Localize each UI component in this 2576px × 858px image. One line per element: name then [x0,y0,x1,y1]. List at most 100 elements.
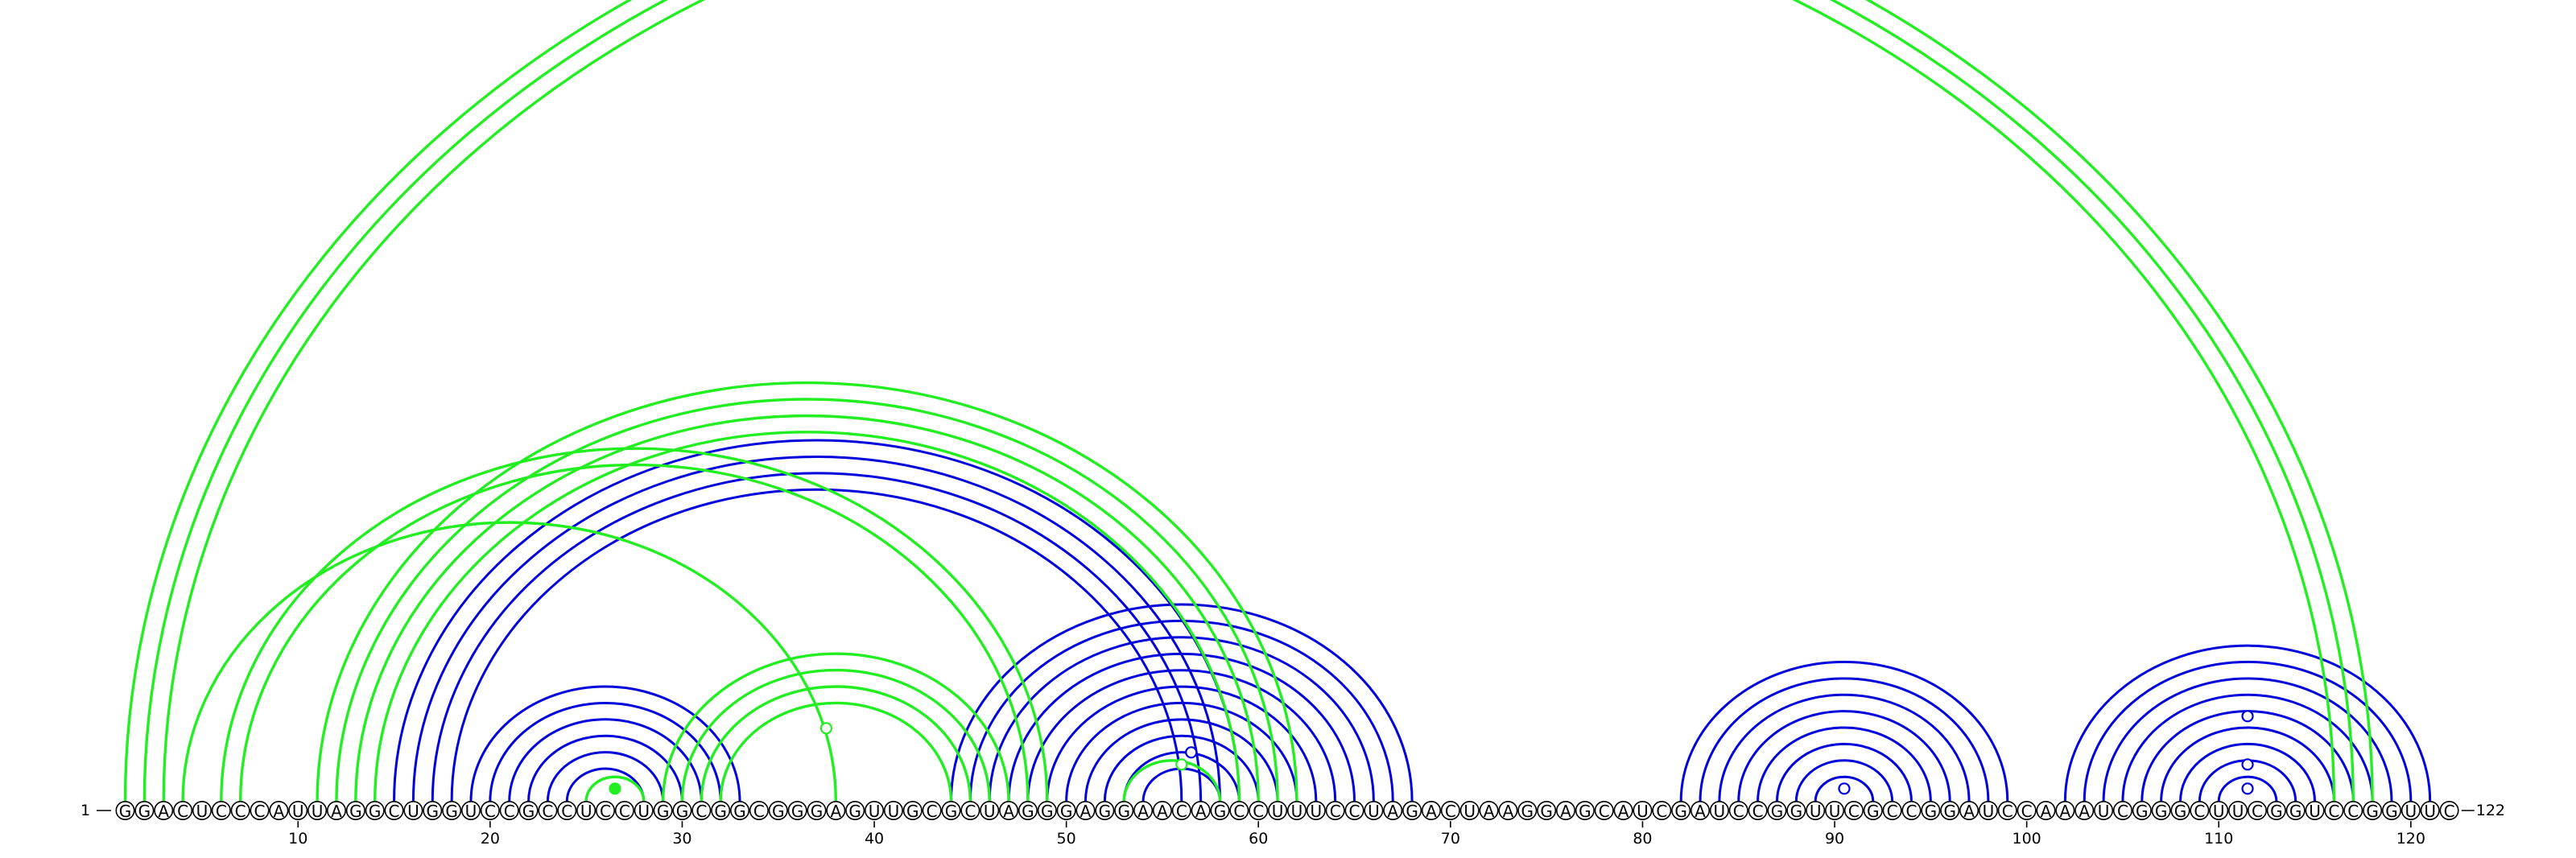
nucleotide-letter-43: C [927,802,938,821]
nucleotide-circle-2 [134,800,155,820]
nucleotide-44: G [941,800,961,821]
arc-blue-24-28 [565,767,646,802]
nucleotide-letter-47: A [1003,802,1014,821]
nucleotide-letter-93: C [1887,802,1898,821]
nucleotide-120: U [2401,800,2421,821]
nucleotide-93: C [1882,800,1902,821]
arc-green-1-118 [123,0,2374,802]
nucleotide-circle-83 [1690,800,1711,820]
nucleotide-letter-3: A [158,802,169,821]
arc-green-13-60 [354,414,1260,802]
nucleotide-letter-86: C [1752,802,1764,821]
nucleotide-15: C [384,800,404,821]
nucleotide-circle-74 [1517,800,1538,820]
nucleotide-letter-117: C [2347,802,2359,821]
arc-blue-22-30 [527,734,683,802]
nucleotide-letter-79: A [1618,802,1629,821]
nucleotide-circle-117 [2343,800,2363,820]
nucleotide-94: C [1901,800,1922,821]
nucleotide-letter-91: C [1848,802,1860,821]
nucleotide-17: G [423,800,443,821]
nucleotide-circle-80 [1633,800,1653,820]
nucleotide-75: G [1537,800,1557,821]
nucleotide-letter-114: G [2289,802,2302,821]
nucleotide-letter-75: G [1540,802,1553,821]
nucleotide-circle-3 [154,800,174,820]
arc-blue-21-31 [508,718,703,802]
nucleotide-circle-30 [672,800,692,820]
nucleotide-113: G [2266,800,2286,821]
nucleotide-87: G [1767,800,1787,821]
nucleotide-circle-18 [442,800,462,820]
nucleotide-letter-38: A [830,802,841,821]
nucleotide-circle-60 [1249,800,1269,820]
nucleotide-circle-43 [922,800,942,820]
nucleotide-37: G [807,800,827,821]
arc-green-14-59 [373,431,1241,802]
nucleotide-circle-100 [2017,800,2037,820]
nucleotide-circle-45 [960,800,980,820]
nucleotide-letter-70: C [1445,802,1456,821]
nucleotide-115: U [2305,800,2325,821]
nucleotide-circle-50 [1056,800,1076,820]
nucleotide-circle-22 [518,800,539,820]
nucleotide-circle-114 [2285,800,2306,820]
nucleotide-circle-71 [1459,800,1480,820]
nucleotide-letter-52: G [1099,802,1112,821]
arc-green-3-116 [162,0,2336,802]
nucleotide-circle-37 [807,800,827,820]
arc-blue-107-116 [2160,726,2335,802]
nucleotide-circle-27 [614,800,634,820]
nucleotide-110: U [2209,800,2229,821]
arc-marker-5 [2241,782,2254,795]
nucleotide-letter-119: G [2385,802,2398,821]
nucleotide-70: C [1440,800,1460,821]
tick-label-10: 10 [288,830,308,848]
nucleotide-circle-113 [2266,800,2286,820]
tick-label-100: 100 [2013,830,2041,848]
arc-blue-103-120 [2083,660,2413,802]
nucleotide-letter-122: C [2444,802,2455,821]
nucleotide-103: A [2074,800,2095,821]
nucleotide-letter-13: G [349,802,362,821]
nucleotide-66: U [1364,800,1384,821]
nucleotide-letter-1: G [119,802,132,821]
tick-label-50: 50 [1057,830,1076,848]
nucleotide-letter-10: U [292,802,304,821]
nucleotide-letter-55: A [1157,802,1168,821]
nucleotide-letter-82: G [1674,802,1687,821]
nucleotide-circle-51 [1075,800,1096,820]
nucleotide-circle-57 [1191,800,1211,820]
nucleotide-letter-90: U [1829,802,1841,821]
nucleotide-letter-116: C [2328,802,2339,821]
nucleotide-108: G [2170,800,2190,821]
nucleotide-38: A [826,800,846,821]
arc-blue-47-65 [1007,652,1356,802]
nucleotide-circle-20 [480,800,500,820]
nucleotide-letter-76: A [1560,802,1571,821]
arc-green-53-58 [1122,759,1222,802]
nucleotide-circle-81 [1652,800,1672,820]
nucleotide-letter-7: C [235,802,246,821]
nucleotide-82: G [1671,800,1691,821]
nucleotide-28: U [634,800,654,821]
nucleotide-62: U [1286,800,1307,821]
nucleotide-letter-98: U [1983,802,1995,821]
nucleotide-circle-36 [787,800,807,820]
nucleotide-circle-64 [1325,800,1345,820]
nucleotide-circle-112 [2247,800,2267,820]
arc-blue-87-94 [1775,742,1913,802]
nucleotide-letter-62: U [1291,802,1303,821]
nucleotide-11: U [308,800,328,821]
arc-marker-2 [1185,746,1198,759]
nucleotide-letter-44: G [945,802,958,821]
nucleotide-circle-111 [2228,800,2248,820]
nucleotide-circle-77 [1575,800,1595,820]
nucleotide-circle-91 [1843,800,1864,820]
sequence-end-label: 122 [2476,802,2505,819]
nucleotide-78: C [1594,800,1614,821]
nucleotide-letter-101: A [2041,802,2052,821]
arc-blue-84-97 [1718,693,1971,802]
nucleotide-circle-72 [1479,800,1499,820]
nucleotide-letter-113: G [2270,802,2283,821]
